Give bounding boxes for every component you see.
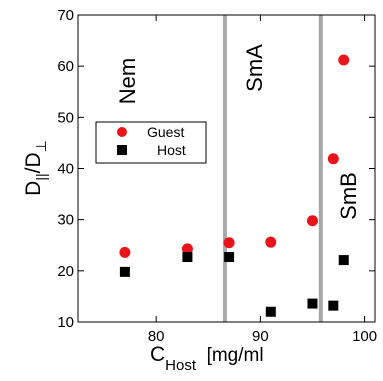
host-point — [307, 298, 318, 309]
y-tick-label: 30 — [57, 212, 74, 229]
legend-guest-marker — [117, 127, 127, 137]
y-axis-title-text: D||/D⊥ — [22, 140, 49, 196]
region-label-nem: Nem — [115, 58, 140, 104]
guest-point — [265, 236, 277, 248]
host-point — [265, 306, 276, 317]
legend-box — [95, 121, 207, 164]
y-tick-label: 50 — [57, 109, 74, 126]
data-markers — [119, 54, 350, 317]
x-tick-label: 90 — [252, 328, 269, 345]
host-point — [119, 266, 130, 277]
x-tick-label: 100 — [352, 328, 377, 345]
host-point — [182, 252, 193, 263]
guest-point — [119, 246, 131, 258]
region-label-sma: SmA — [242, 44, 267, 92]
y-axis-title-over-d: /D — [22, 152, 45, 173]
region-label-smb: SmB — [336, 172, 361, 220]
x-tick-label: 80 — [148, 328, 165, 345]
y-tick-label: 40 — [57, 161, 74, 178]
y-axis-title-sub-perp: ⊥ — [33, 140, 49, 152]
guest-point — [338, 54, 350, 66]
host-point — [328, 300, 339, 311]
legend-guest-label: Guest — [147, 124, 184, 140]
host-point — [338, 255, 349, 266]
x-axis-title-sub-host: Host — [165, 357, 197, 374]
x-axis-title: CHost [mg/ml — [150, 343, 264, 374]
y-axis-title-sub-parallel: || — [33, 173, 49, 180]
guest-point — [306, 215, 318, 227]
y-tick-label: 70 — [57, 7, 74, 24]
guest-point — [223, 237, 235, 249]
axis-ticks: 80 90 100 10 20 30 40 50 60 70 — [57, 7, 377, 345]
x-axis-title-unit: [mg/ml — [196, 345, 264, 366]
legend-host-label: Host — [157, 142, 186, 158]
x-axis-title-c: C — [150, 343, 165, 366]
legend: Guest Host — [95, 121, 207, 164]
y-axis-title: D||/D⊥ — [22, 140, 49, 196]
phase-boundaries — [222, 15, 323, 322]
guest-point — [181, 243, 193, 255]
y-axis-title-d: D — [22, 181, 45, 196]
guest-point — [327, 153, 339, 165]
legend-host-marker — [117, 145, 127, 155]
host-point — [224, 252, 235, 263]
y-tick-label: 20 — [57, 263, 74, 280]
y-tick-label: 10 — [57, 314, 74, 331]
y-tick-label: 60 — [57, 58, 74, 75]
